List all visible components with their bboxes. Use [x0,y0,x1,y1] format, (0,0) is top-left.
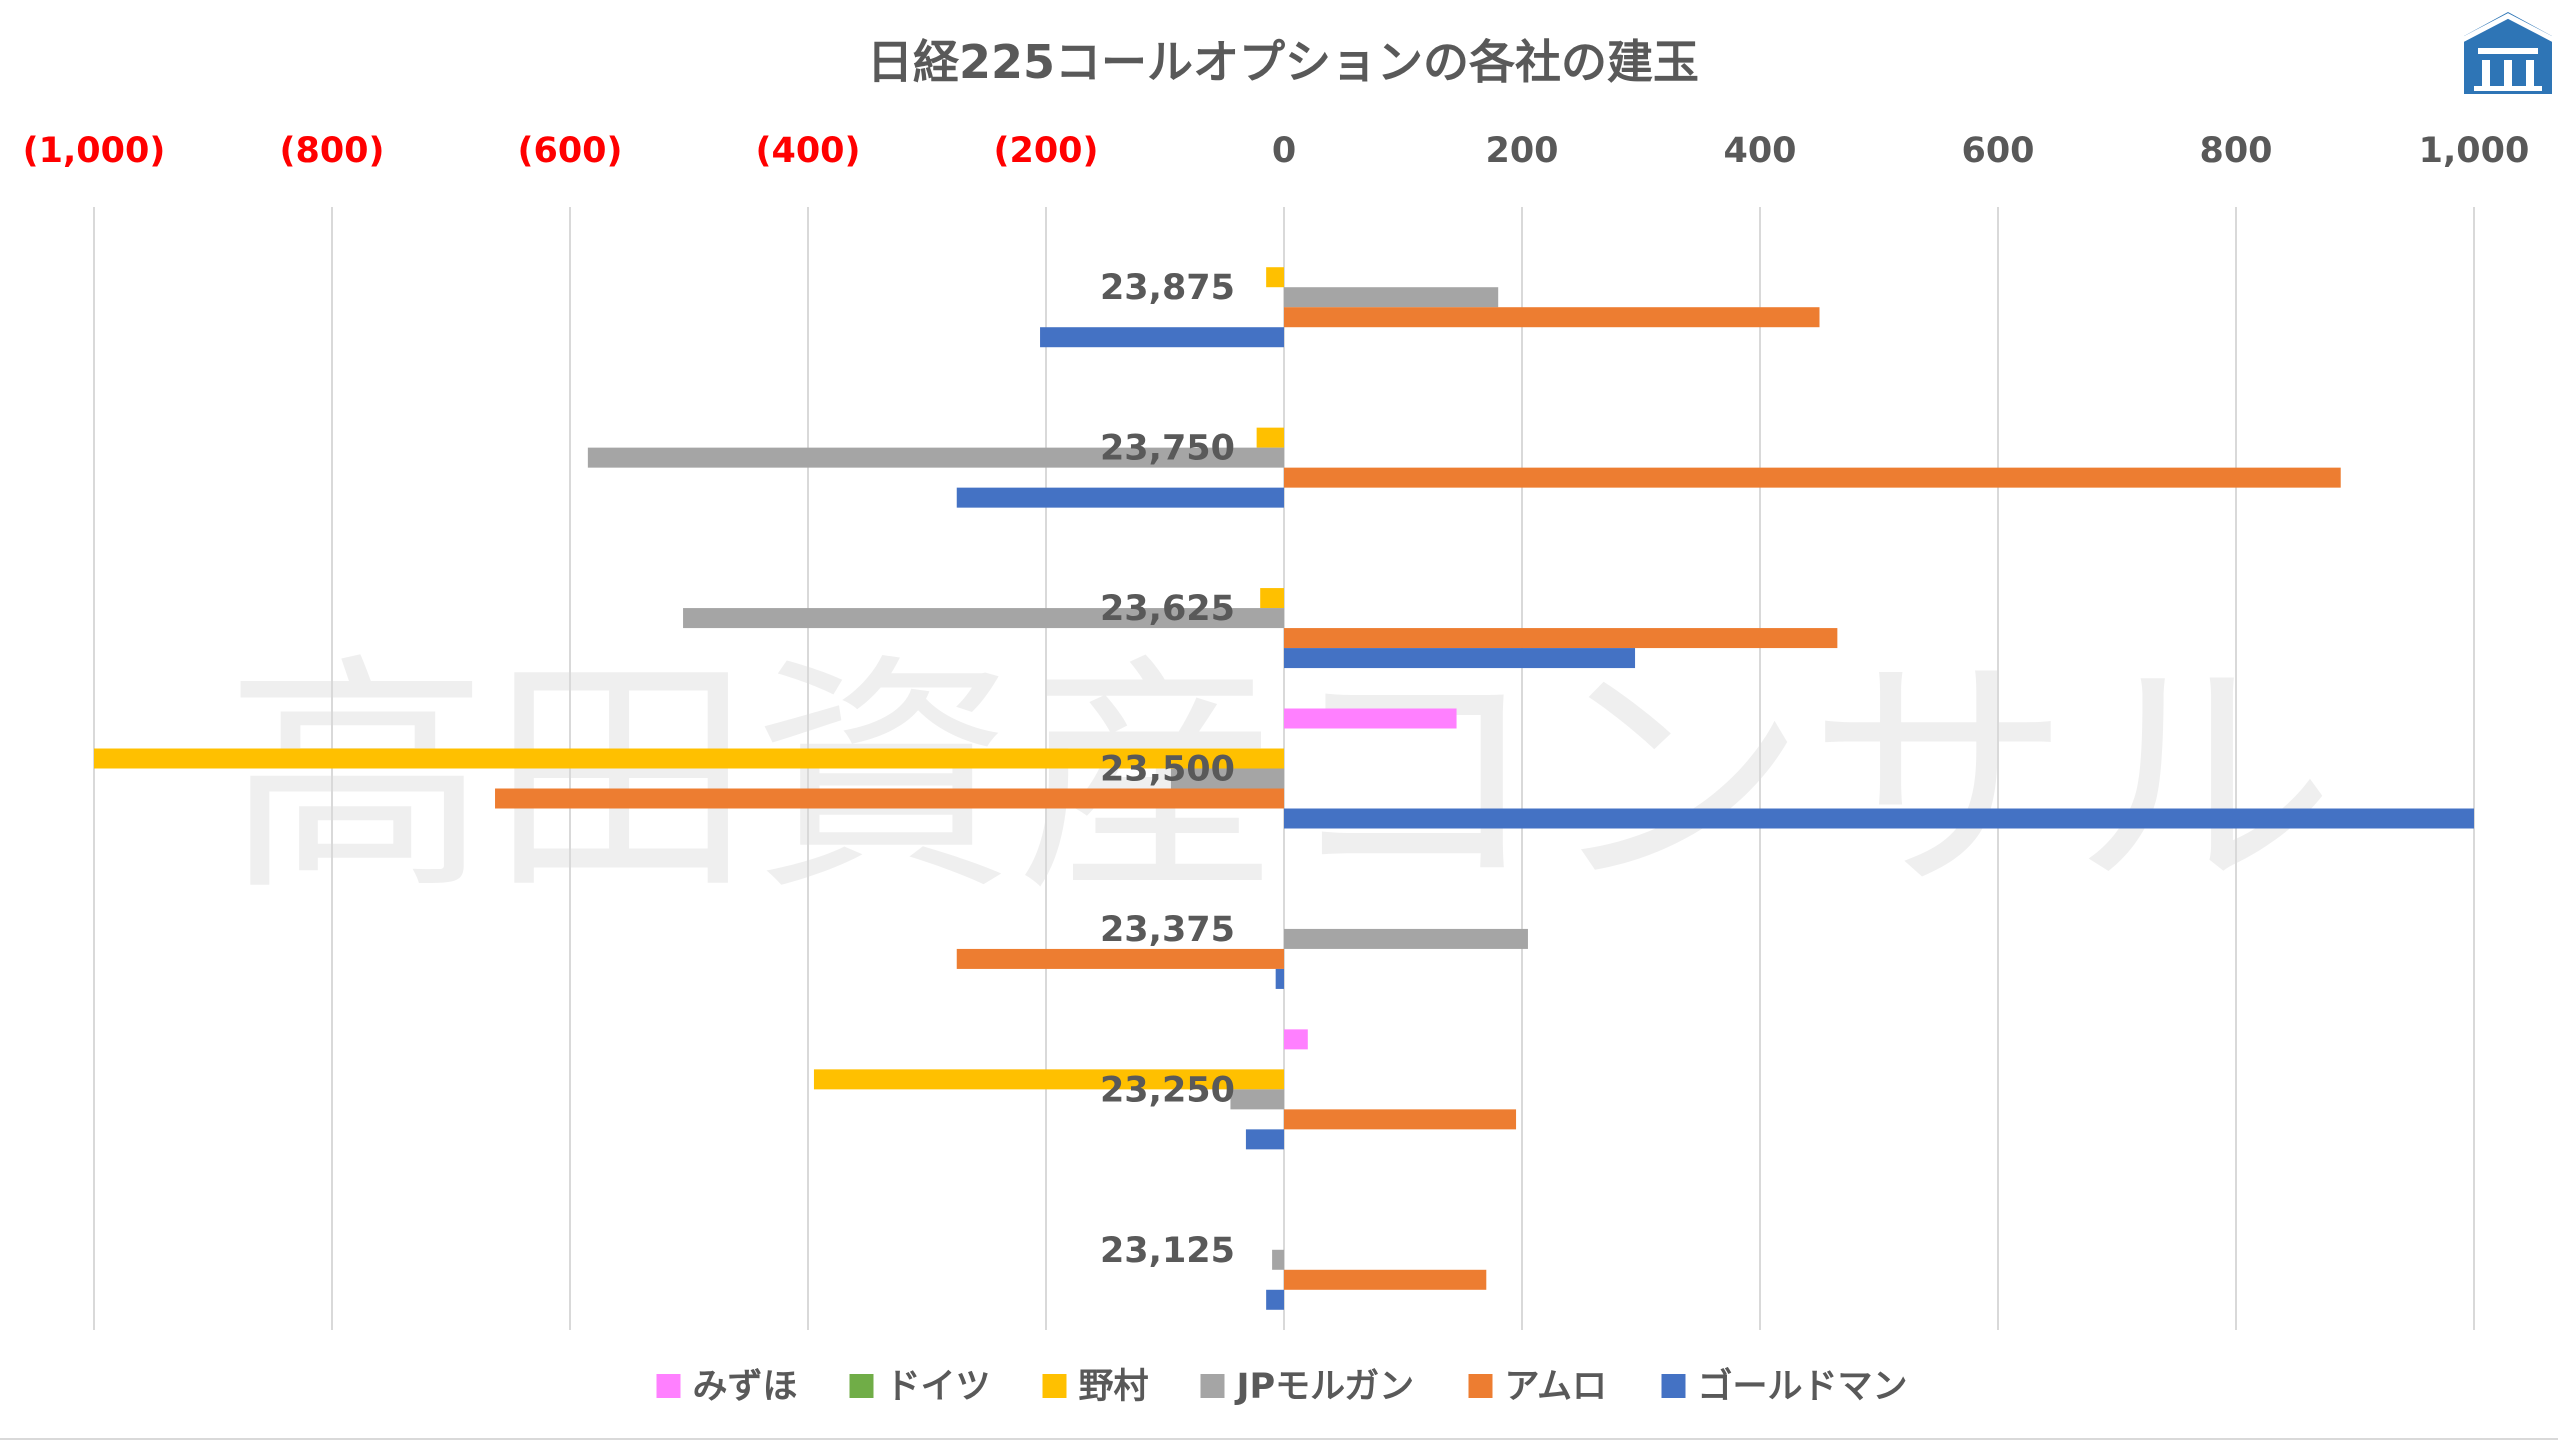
x-tick-label: 600 [1961,131,2034,171]
bar [94,748,1284,769]
x-tick-label: (600) [517,131,622,171]
bar [495,788,1284,809]
bar [1266,267,1284,288]
legend-label: みずほ [693,1367,798,1407]
bar [1266,1289,1284,1310]
legend-label: ゴールドマン [1698,1366,1908,1407]
legend-label: ドイツ [886,1367,991,1407]
x-tick-label: 400 [1723,131,1796,171]
category-label: 23,250 [1100,1070,1235,1110]
legend-label: 野村 [1079,1367,1149,1407]
bar [1260,588,1284,609]
bar [683,608,1284,629]
x-tick-label: (400) [755,131,860,171]
bar [1284,808,2474,829]
bar [1275,968,1284,989]
bar [1040,327,1284,348]
category-label: 23,750 [1100,429,1235,469]
bar [1170,768,1284,789]
bar [1284,648,1636,669]
x-tick-label: 200 [1485,131,1558,171]
legend-label: JPモルガン [1235,1367,1415,1407]
bar [1230,1089,1284,1110]
x-tick-label: (800) [279,131,384,171]
bar [1284,628,1838,649]
category-label: 23,375 [1100,910,1235,950]
legend-swatch [1661,1374,1686,1398]
category-label: 23,625 [1100,589,1235,629]
bar [587,447,1284,468]
bar [1284,1269,1487,1290]
chart-title: 日経225コールオプションの各社の建玉 [867,35,1699,89]
bar [1284,928,1528,949]
x-tick-label: 0 [1272,131,1296,171]
x-tick-label: (200) [993,131,1098,171]
bar [1284,1109,1517,1130]
bar [1284,287,1499,308]
x-tick-label: 800 [2199,131,2272,171]
bar [956,948,1284,969]
legend-swatch [1042,1374,1067,1398]
legend-swatch [656,1374,681,1398]
bar [1272,1249,1284,1270]
legend-swatch [1200,1374,1225,1398]
category-label: 23,125 [1100,1231,1235,1271]
bar [1284,467,2341,488]
x-tick-label: 1,000 [2419,131,2530,171]
x-tick-label: (1,000) [23,131,166,171]
bars [94,267,2474,1310]
bar [956,487,1284,508]
legend-label: アムロ [1505,1367,1608,1407]
legend: みずほ ドイツ 野村 JPモルガン アムロ ゴールドマン [656,1366,1908,1407]
legend-swatch [849,1374,874,1398]
category-labels: 23,875 23,750 23,625 23,500 23,375 23,250 23,1… [1100,268,1235,1271]
bar [1284,307,1820,328]
category-label: 23,875 [1100,268,1235,308]
legend-swatch [1468,1374,1493,1398]
bar [1284,708,1457,729]
bar [1256,427,1284,448]
bar [1245,1129,1284,1150]
bar [813,1069,1284,1090]
house-logo-icon [2460,12,2556,94]
category-label: 23,500 [1100,750,1235,790]
bar [1284,1029,1308,1050]
x-axis-ticks: (1,000) (800) (600) (400) (200) 0 200 400 600 800… [23,131,2530,171]
